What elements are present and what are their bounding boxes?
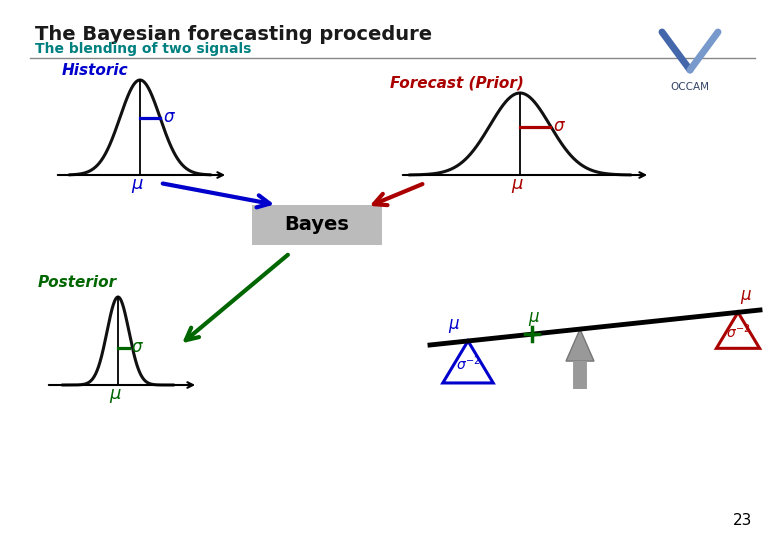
Text: σ: σ: [163, 108, 173, 126]
Text: μ: μ: [131, 175, 143, 193]
Text: $\sigma^{-2}$: $\sigma^{-2}$: [456, 355, 480, 373]
Text: σ: σ: [553, 117, 563, 136]
Text: Bayes: Bayes: [285, 215, 349, 234]
Polygon shape: [443, 341, 493, 383]
Text: μ: μ: [741, 286, 751, 305]
Polygon shape: [716, 312, 760, 348]
Text: $\sigma^{-2}$: $\sigma^{-2}$: [725, 323, 750, 341]
Text: Forecast (Prior): Forecast (Prior): [390, 76, 524, 91]
Text: μ: μ: [511, 175, 523, 193]
Text: The blending of two signals: The blending of two signals: [35, 42, 251, 56]
Text: The Bayesian forecasting procedure: The Bayesian forecasting procedure: [35, 25, 432, 44]
Text: 23: 23: [732, 513, 752, 528]
Text: OCCAM: OCCAM: [671, 82, 710, 92]
Text: Posterior: Posterior: [38, 275, 117, 290]
Text: Historic: Historic: [62, 63, 129, 78]
FancyBboxPatch shape: [252, 205, 382, 245]
Text: σ: σ: [132, 338, 143, 356]
Text: μ: μ: [448, 315, 459, 333]
Polygon shape: [566, 329, 594, 361]
Text: μ: μ: [529, 308, 539, 326]
Text: μ: μ: [109, 385, 121, 403]
